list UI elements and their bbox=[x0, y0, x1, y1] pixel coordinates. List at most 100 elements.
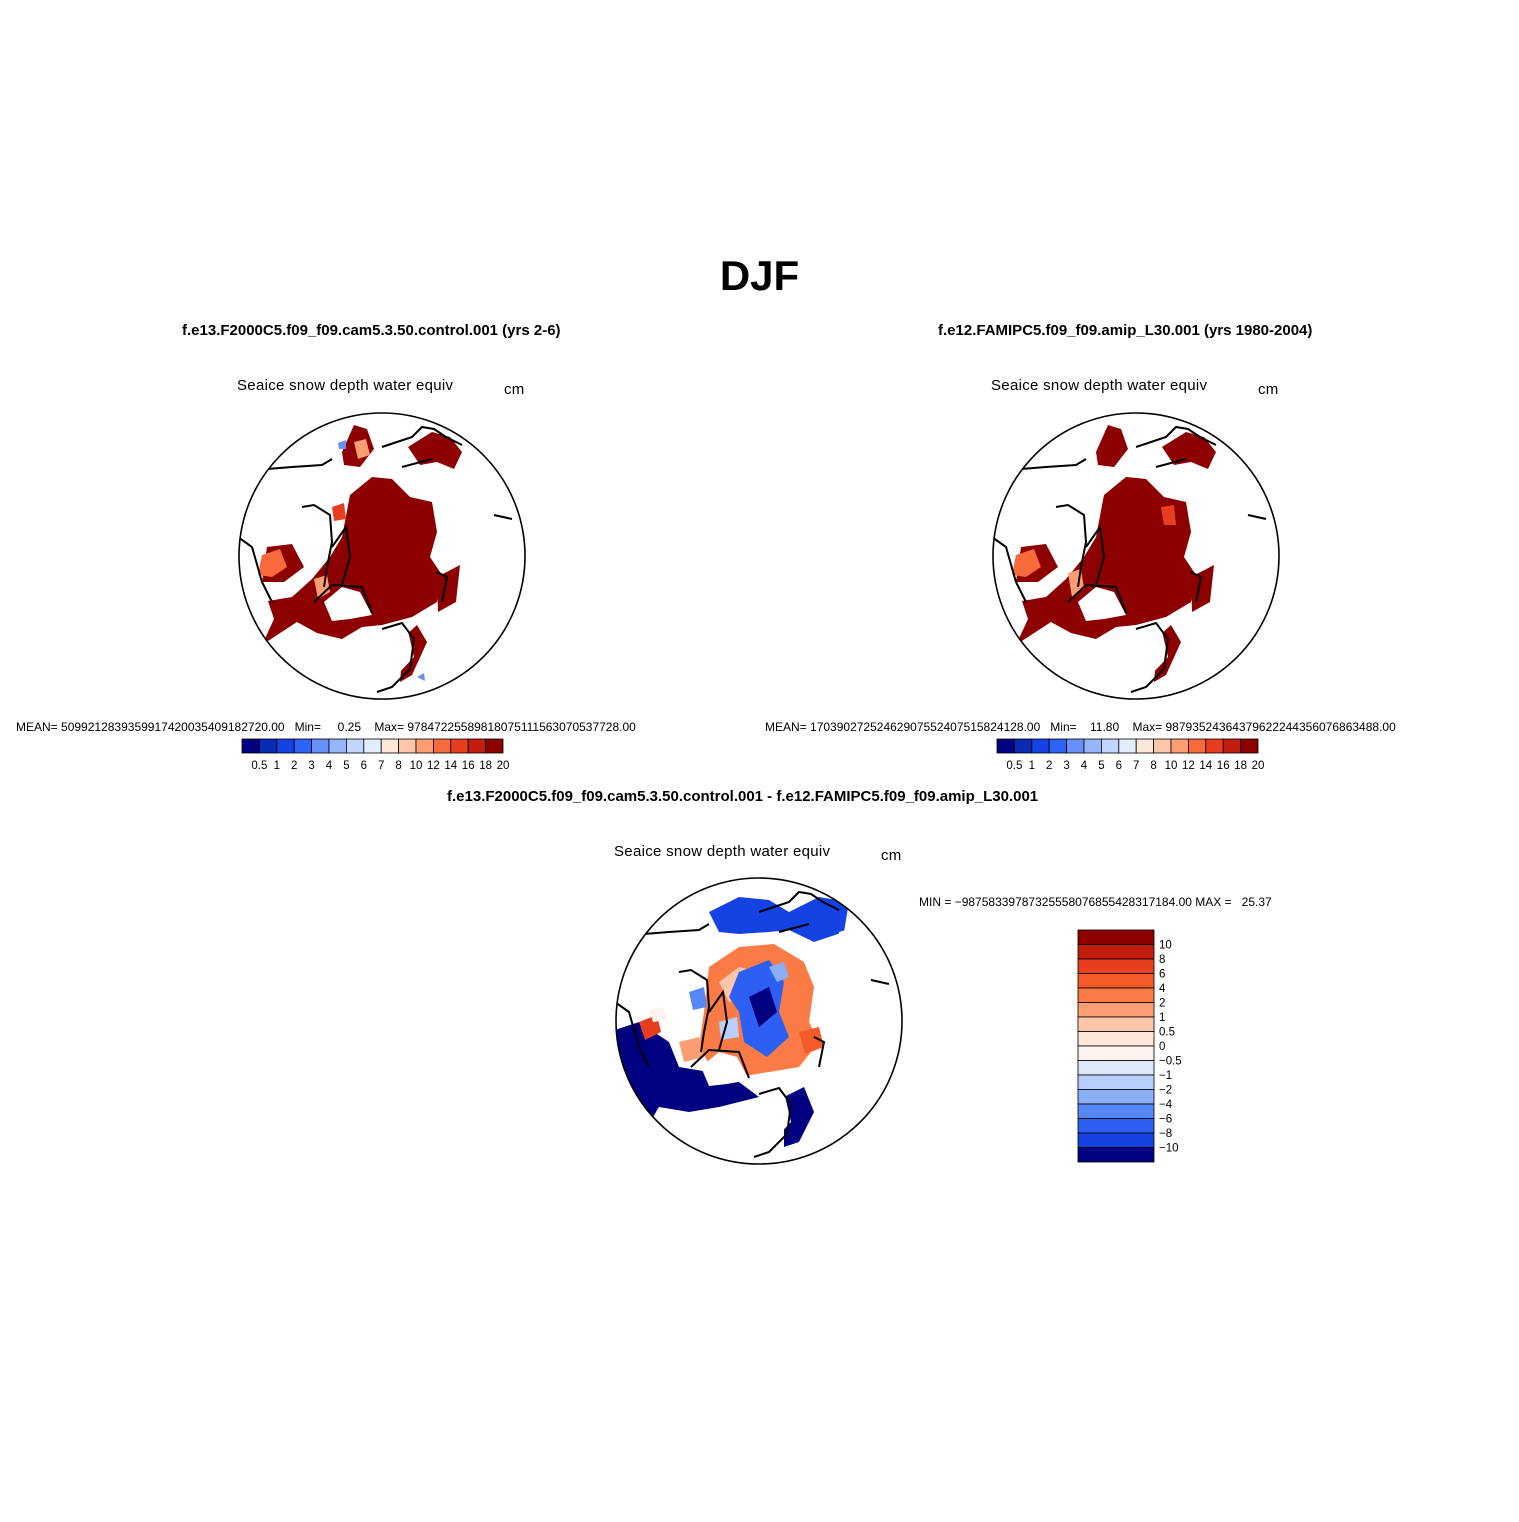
diff-colorbar-tick-label: 0.5 bbox=[1159, 1027, 1175, 1039]
panel1-coastlines bbox=[239, 425, 513, 693]
diff-colorbar-swatch bbox=[1077, 1031, 1155, 1047]
diff-colorbar-tick-label: −4 bbox=[1159, 1099, 1173, 1111]
panel1-min-value: 0.25 bbox=[337, 720, 361, 734]
colorbar-swatch bbox=[432, 738, 452, 754]
diff-colorbar-swatch bbox=[1077, 929, 1155, 945]
colorbar-swatch bbox=[328, 738, 347, 754]
colorbar-swatch bbox=[1153, 738, 1172, 754]
diff-colorbar-swatch bbox=[1077, 1118, 1155, 1134]
panel2-units: cm bbox=[1258, 381, 1279, 398]
panel1-max-label: Max= bbox=[374, 720, 405, 734]
diff-max-label: MAX = bbox=[1195, 895, 1232, 909]
colorbar-tick-label: 6 bbox=[1116, 760, 1122, 772]
diff-colorbar-tick-label: 1 bbox=[1159, 1012, 1165, 1024]
colorbar-swatch bbox=[398, 738, 417, 754]
diff-colorbar-swatch bbox=[1077, 1132, 1155, 1148]
colorbar-swatch bbox=[241, 738, 260, 754]
colorbar-swatch bbox=[293, 738, 313, 754]
colorbar-tick-label: 4 bbox=[1081, 760, 1088, 772]
panel2-max-label: Max= bbox=[1132, 720, 1163, 734]
diff-colorbar-swatch bbox=[1077, 1060, 1155, 1076]
diff-map-border bbox=[615, 877, 903, 1165]
colorbar-swatch bbox=[450, 738, 469, 754]
colorbar-tick-label: 10 bbox=[1165, 760, 1178, 772]
colorbar-tick-label: 12 bbox=[427, 760, 440, 772]
panel2-mean-value: 170390272524629075524075158241­28.00 bbox=[810, 720, 1041, 734]
colorbar-swatch bbox=[1135, 738, 1154, 754]
panel1-colorbar: 0.5 1 2 3 4 5 6 7 8 10 12 14 16 18 20 bbox=[241, 738, 510, 772]
diff-colorbar-tick-label: 10 bbox=[1159, 940, 1172, 952]
colorbar-tick-label: 5 bbox=[1098, 760, 1104, 772]
panel1-snow-field bbox=[239, 425, 525, 682]
panel1-map-border bbox=[238, 412, 526, 700]
panel2-variable-label: Seaice snow depth water equiv bbox=[991, 377, 1208, 394]
colorbar-swatch bbox=[1205, 738, 1224, 754]
colorbar-tick-label: 0.5 bbox=[251, 760, 267, 772]
colorbar-swatch bbox=[1118, 738, 1137, 754]
diff-colorbar-tick-label: −0.5 bbox=[1159, 1056, 1182, 1068]
diff-colorbar-tick-label: 2 bbox=[1159, 998, 1165, 1010]
panel2-stats: MEAN= 170390272524629075524075158241­28.… bbox=[765, 720, 1396, 734]
colorbar-swatch bbox=[258, 738, 278, 754]
panel1-stats: MEAN= 509921283935991742003540918272­0.0… bbox=[16, 720, 636, 734]
colorbar-swatch bbox=[1048, 738, 1068, 754]
diff-colorbar-tick-label: −10 bbox=[1159, 1143, 1179, 1155]
colorbar-swatch bbox=[346, 738, 365, 754]
diff-colorbar-tick-label: −8 bbox=[1159, 1128, 1172, 1140]
diff-colorbar-swatch bbox=[1077, 1089, 1155, 1105]
diff-colorbar-swatch bbox=[1077, 1074, 1155, 1090]
panel1-mean-value: 509921283935991742003540918272­0.00 bbox=[61, 720, 285, 734]
colorbar-tick-label: 18 bbox=[1234, 760, 1247, 772]
diff-colorbar-tick-label: −1 bbox=[1159, 1070, 1172, 1082]
panel2-polar-map bbox=[992, 412, 1280, 700]
diff-max-value: 25.37 bbox=[1241, 895, 1272, 909]
colorbar-swatch bbox=[1031, 738, 1050, 754]
colorbar-swatch bbox=[380, 738, 399, 754]
colorbar-swatch bbox=[485, 738, 504, 754]
colorbar-swatch bbox=[1066, 738, 1085, 754]
colorbar-tick-label: 1 bbox=[1029, 760, 1035, 772]
panel1-polar-map bbox=[238, 412, 526, 700]
diff-colorbar-tick-label: 0 bbox=[1159, 1041, 1165, 1053]
diff-colorbar-swatch bbox=[1077, 958, 1155, 974]
diff-colorbar-swatch bbox=[1077, 1147, 1155, 1163]
colorbar-tick-label: 7 bbox=[378, 760, 384, 772]
diff-min-value: −9875833978732555807685542831718­4.00 bbox=[954, 895, 1192, 909]
panel1-mean-label: MEAN= bbox=[16, 720, 58, 734]
colorbar-tick-label: 20 bbox=[497, 760, 510, 772]
panel1-case-title: f.e13.F2000C5.f09_f09.cam5.3.50.control.… bbox=[182, 322, 561, 339]
colorbar-swatch bbox=[996, 738, 1015, 754]
panel1-max-value: 9784722558981807511156307053772­8.00 bbox=[407, 720, 636, 734]
colorbar-swatch bbox=[1187, 738, 1207, 754]
colorbar-swatch bbox=[1101, 738, 1120, 754]
colorbar-tick-label: 6 bbox=[361, 760, 367, 772]
diff-colorbar-swatch bbox=[1077, 1045, 1155, 1061]
diff-colorbar-swatch bbox=[1077, 1016, 1155, 1032]
colorbar-tick-label: 2 bbox=[291, 760, 297, 772]
diff-colorbar-tick-label: −2 bbox=[1159, 1085, 1172, 1097]
panel2-coastlines bbox=[993, 425, 1267, 693]
diff-case-title: f.e13.F2000C5.f09_f09.cam5.3.50.control.… bbox=[447, 788, 1039, 805]
panel1-units: cm bbox=[504, 381, 525, 398]
colorbar-tick-label: 10 bbox=[410, 760, 423, 772]
diff-colorbar-swatch bbox=[1077, 1103, 1155, 1119]
colorbar-tick-label: 16 bbox=[1217, 760, 1230, 772]
panel1-variable-label: Seaice snow depth water equiv bbox=[237, 377, 454, 394]
panel2-case-title: f.e12.FAMIPC5.f09_f09.amip_L30.001 (yrs … bbox=[938, 322, 1313, 339]
page-title: DJF bbox=[719, 252, 800, 299]
colorbar-tick-label: 2 bbox=[1046, 760, 1052, 772]
diff-colorbar-tick-label: 4 bbox=[1159, 983, 1166, 995]
colorbar-swatch bbox=[1083, 738, 1102, 754]
panel2-colorbar: 0.5 1 2 3 4 5 6 7 8 10 12 14 16 18 20 bbox=[996, 738, 1264, 772]
diff-colorbar-tick-label: 6 bbox=[1159, 969, 1165, 981]
colorbar-swatch bbox=[1222, 738, 1241, 754]
colorbar-swatch bbox=[467, 738, 486, 754]
colorbar-swatch bbox=[415, 738, 434, 754]
panel2-map-border bbox=[992, 412, 1280, 700]
diff-snow-field bbox=[616, 897, 902, 1147]
diff-stats: MIN = −9875833978732555807685542831718­4… bbox=[919, 895, 1272, 909]
diff-coastlines bbox=[616, 890, 890, 1158]
colorbar-tick-label: 3 bbox=[308, 760, 314, 772]
colorbar-tick-label: 16 bbox=[462, 760, 475, 772]
colorbar-tick-label: 0.5 bbox=[1006, 760, 1022, 772]
